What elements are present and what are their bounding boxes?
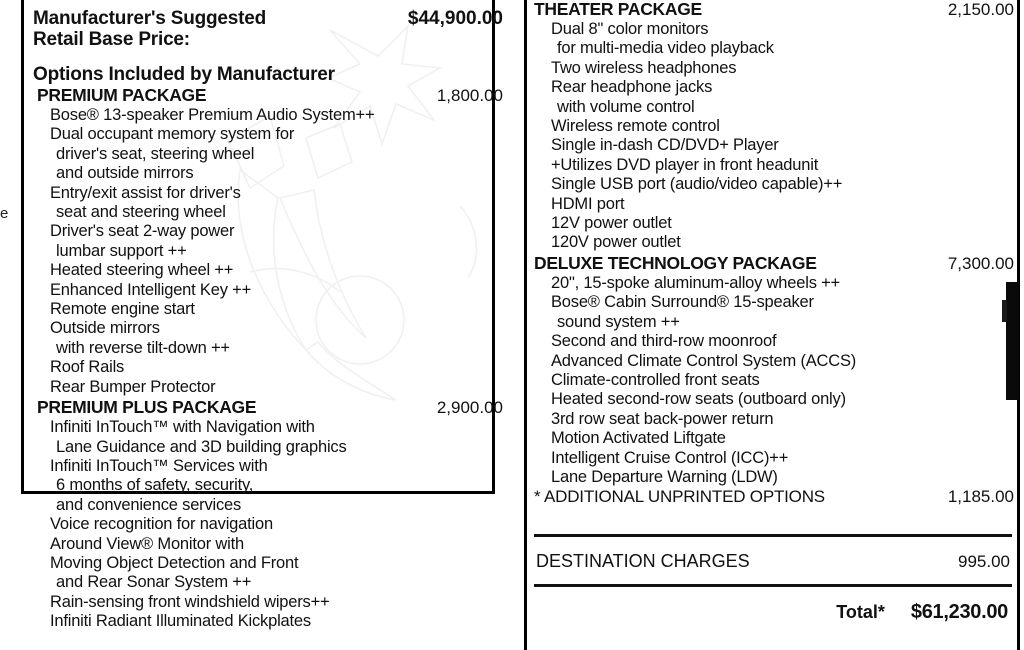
option-item: 120V power outlet: [551, 233, 681, 252]
option-item: Rear headphone jacks: [551, 78, 713, 97]
package-price-deluxe-technology: 7,300.00: [947, 253, 1014, 273]
option-item: Rear Bumper Protector: [50, 377, 216, 396]
option-item: Advanced Climate Control System (ACCS): [551, 351, 857, 370]
option-item: Moving Object Detection and Front: [50, 553, 299, 572]
option-item: seat and steering wheel: [56, 203, 226, 222]
totals-footer: DESTINATION CHARGES 995.00 Total* $61,23…: [534, 534, 1012, 624]
left-edge-bleed-text: e: [0, 205, 9, 222]
package-price-premium: 1,800.00: [436, 86, 503, 105]
option-item: Climate-controlled front seats: [551, 370, 760, 389]
total-label: Total*: [836, 602, 885, 622]
option-item: Enhanced Intelligent Key ++: [50, 280, 252, 299]
option-item: 3rd row seat back-power return: [551, 409, 774, 428]
left-column-content: Manufacturer's Suggested Retail Base Pri…: [33, 8, 503, 632]
additional-options-label: * ADDITIONAL UNPRINTED OPTIONS: [534, 487, 825, 507]
print-artifact-tick: [1002, 300, 1007, 322]
option-item: Bose® 13-speaker Premium Audio System++: [50, 106, 375, 124]
package-header-row: DELUXE TECHNOLOGY PACKAGE 7,300.00: [534, 253, 1014, 274]
option-item: Wireless remote control: [551, 117, 720, 136]
option-item: Heated second-row seats (outboard only): [551, 390, 846, 409]
additional-options-price: 1,185.00: [947, 487, 1014, 507]
option-item: with reverse tilt-down ++: [56, 338, 230, 357]
divider-rule-top: [534, 534, 1012, 537]
right-column-content: Infiniti Radiant Illuminated Kickplates …: [534, 0, 1014, 507]
package-name-premium-plus: PREMIUM PLUS PACKAGE: [37, 397, 257, 418]
package-price-premium-plus: 2,900.00: [436, 398, 503, 418]
option-item: Voice recognition for navigation: [50, 515, 273, 534]
option-item: Lane Guidance and 3D building graphics: [56, 437, 347, 456]
option-item: and outside mirrors: [56, 164, 194, 183]
option-item: Driver's seat 2-way power: [50, 222, 235, 241]
option-item: and Rear Sonar System ++: [56, 573, 252, 592]
package-name-premium: PREMIUM PACKAGE: [37, 85, 207, 105]
option-item: 12V power outlet: [551, 214, 672, 233]
option-item: Outside mirrors: [50, 319, 160, 338]
option-item: with volume control: [557, 97, 695, 116]
base-price-label: Manufacturer's Suggested Retail Base Pri…: [33, 8, 266, 50]
option-item: Second and third-row moonroof: [551, 332, 777, 351]
option-item: lumbar support ++: [56, 241, 187, 260]
option-item: Bose® Cabin Surround® 15-speaker: [551, 293, 814, 312]
package-header-row: PREMIUM PACKAGE 1,800.00: [33, 85, 503, 106]
package-name-deluxe-technology: DELUXE TECHNOLOGY PACKAGE: [534, 252, 817, 273]
option-item: Dual 8" color monitors: [551, 20, 709, 38]
option-item: and convenience services: [56, 495, 242, 514]
destination-charges-label: DESTINATION CHARGES: [536, 551, 750, 571]
destination-charges-row: DESTINATION CHARGES 995.00: [534, 537, 1012, 584]
option-item: Rain-sensing front windshield wipers++: [50, 592, 330, 611]
package-header-row: PREMIUM PLUS PACKAGE 2,900.00: [33, 397, 503, 418]
option-item: 6 months of safety, security,: [56, 476, 254, 495]
options-included-heading: Options Included by Manufacturer: [33, 64, 335, 85]
left-column-panel: [21, 0, 495, 494]
base-price-value: $44,900.00: [407, 8, 503, 29]
option-item: sound system ++: [557, 312, 680, 331]
option-item: Infiniti InTouch™ Services with: [50, 456, 268, 475]
option-item: Single in-dash CD/DVD+ Player: [551, 136, 779, 155]
option-item: Two wireless headphones: [551, 58, 737, 77]
option-item: +Utilizes DVD player in front headunit: [551, 155, 819, 174]
spacer: [33, 50, 503, 64]
option-item: for multi-media video playback: [557, 39, 774, 58]
total-value: $61,230.00: [910, 601, 1008, 623]
package-price-theater: 2,150.00: [947, 0, 1014, 19]
divider-rule-bottom: [534, 584, 1012, 587]
option-item: Heated steering wheel ++: [50, 261, 234, 280]
package-name-theater: THEATER PACKAGE: [534, 0, 702, 19]
base-price-row: Manufacturer's Suggested Retail Base Pri…: [33, 8, 503, 50]
base-price-label-line-1: Manufacturer's Suggested: [33, 8, 267, 29]
option-item: Infiniti InTouch™ with Navigation with: [50, 418, 315, 437]
print-artifact-smudge: [1006, 282, 1019, 400]
destination-charges-price: 995.00: [958, 552, 1010, 571]
option-item: Dual occupant memory system for: [50, 125, 295, 144]
package-header-row: THEATER PACKAGE 2,150.00: [534, 0, 1014, 20]
option-item: Around View® Monitor with: [50, 534, 244, 553]
additional-options-row: * ADDITIONAL UNPRINTED OPTIONS 1,185.00: [534, 487, 1014, 507]
option-item: Single USB port (audio/video capable)++: [551, 175, 843, 194]
option-item: Lane Departure Warning (LDW): [551, 467, 778, 486]
option-item: Entry/exit assist for driver's: [50, 183, 241, 202]
base-price-label-line-2: Retail Base Price:: [33, 29, 190, 50]
option-item: Remote engine start: [50, 300, 195, 319]
option-item: driver's seat, steering wheel: [56, 144, 255, 163]
option-item: HDMI port: [551, 194, 625, 213]
option-item: Infiniti Radiant Illuminated Kickplates: [50, 612, 311, 631]
option-item: Roof Rails: [50, 358, 125, 377]
option-item: Intelligent Cruise Control (ICC)++: [551, 448, 789, 467]
option-item: 20", 15-spoke aluminum-alloy wheels ++: [551, 273, 840, 292]
total-row: Total* $61,230.00: [534, 587, 1012, 624]
option-item: Motion Activated Liftgate: [551, 429, 726, 448]
